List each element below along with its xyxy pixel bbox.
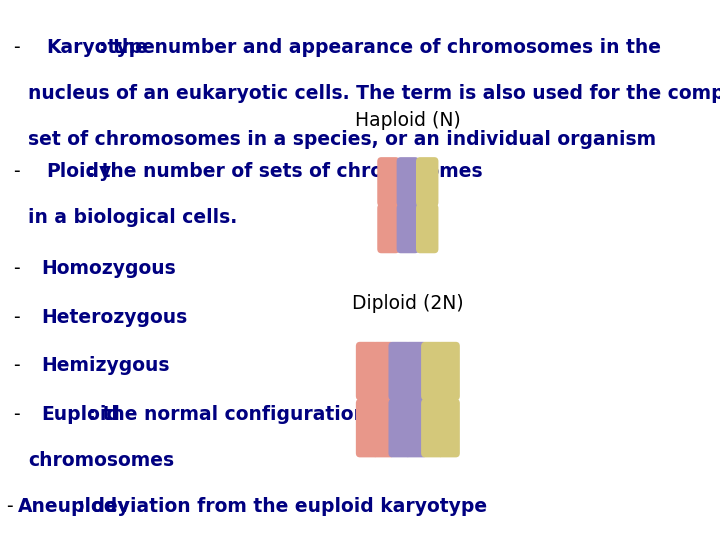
- FancyBboxPatch shape: [377, 204, 400, 253]
- FancyBboxPatch shape: [372, 342, 395, 400]
- FancyBboxPatch shape: [356, 342, 378, 400]
- FancyBboxPatch shape: [397, 157, 419, 207]
- Text: set of chromosomes in a species, or an individual organism: set of chromosomes in a species, or an i…: [28, 130, 656, 148]
- Text: -: -: [13, 405, 19, 424]
- FancyBboxPatch shape: [372, 399, 395, 457]
- FancyBboxPatch shape: [421, 399, 444, 457]
- Text: Ploidy: Ploidy: [46, 162, 111, 181]
- FancyBboxPatch shape: [416, 157, 438, 207]
- Text: -: -: [6, 497, 13, 516]
- FancyBboxPatch shape: [405, 342, 427, 400]
- Text: : the number and appearance of chromosomes in the: : the number and appearance of chromosom…: [99, 38, 661, 57]
- FancyBboxPatch shape: [421, 342, 444, 400]
- Text: nucleus of an eukaryotic cells. The term is also used for the complete: nucleus of an eukaryotic cells. The term…: [28, 84, 720, 103]
- FancyBboxPatch shape: [438, 342, 460, 400]
- Text: Euploid: Euploid: [41, 405, 120, 424]
- Text: chromosomes: chromosomes: [28, 451, 174, 470]
- FancyBboxPatch shape: [438, 399, 460, 457]
- Text: : the normal configuration of: : the normal configuration of: [82, 405, 394, 424]
- Text: Haploid (N): Haploid (N): [355, 111, 461, 130]
- Text: Diploid (2N): Diploid (2N): [352, 294, 464, 313]
- FancyBboxPatch shape: [397, 204, 419, 253]
- Text: Homozygous: Homozygous: [41, 259, 176, 278]
- Text: Hemizygous: Hemizygous: [41, 356, 169, 375]
- Text: -: -: [13, 308, 19, 327]
- Text: : the number of sets of chromosomes: : the number of sets of chromosomes: [81, 162, 482, 181]
- Text: -: -: [13, 162, 19, 181]
- Text: Aneuplody: Aneuplody: [18, 497, 130, 516]
- FancyBboxPatch shape: [416, 204, 438, 253]
- FancyBboxPatch shape: [377, 157, 400, 207]
- Text: -: -: [13, 38, 19, 57]
- FancyBboxPatch shape: [389, 342, 411, 400]
- Text: : deviation from the euploid karyotype: : deviation from the euploid karyotype: [71, 497, 487, 516]
- FancyBboxPatch shape: [389, 399, 411, 457]
- Text: Heterozygous: Heterozygous: [41, 308, 187, 327]
- FancyBboxPatch shape: [405, 399, 427, 457]
- Text: Karyotype: Karyotype: [46, 38, 155, 57]
- Text: -: -: [13, 356, 19, 375]
- Text: in a biological cells.: in a biological cells.: [28, 208, 238, 227]
- FancyBboxPatch shape: [356, 399, 378, 457]
- Text: -: -: [13, 259, 19, 278]
